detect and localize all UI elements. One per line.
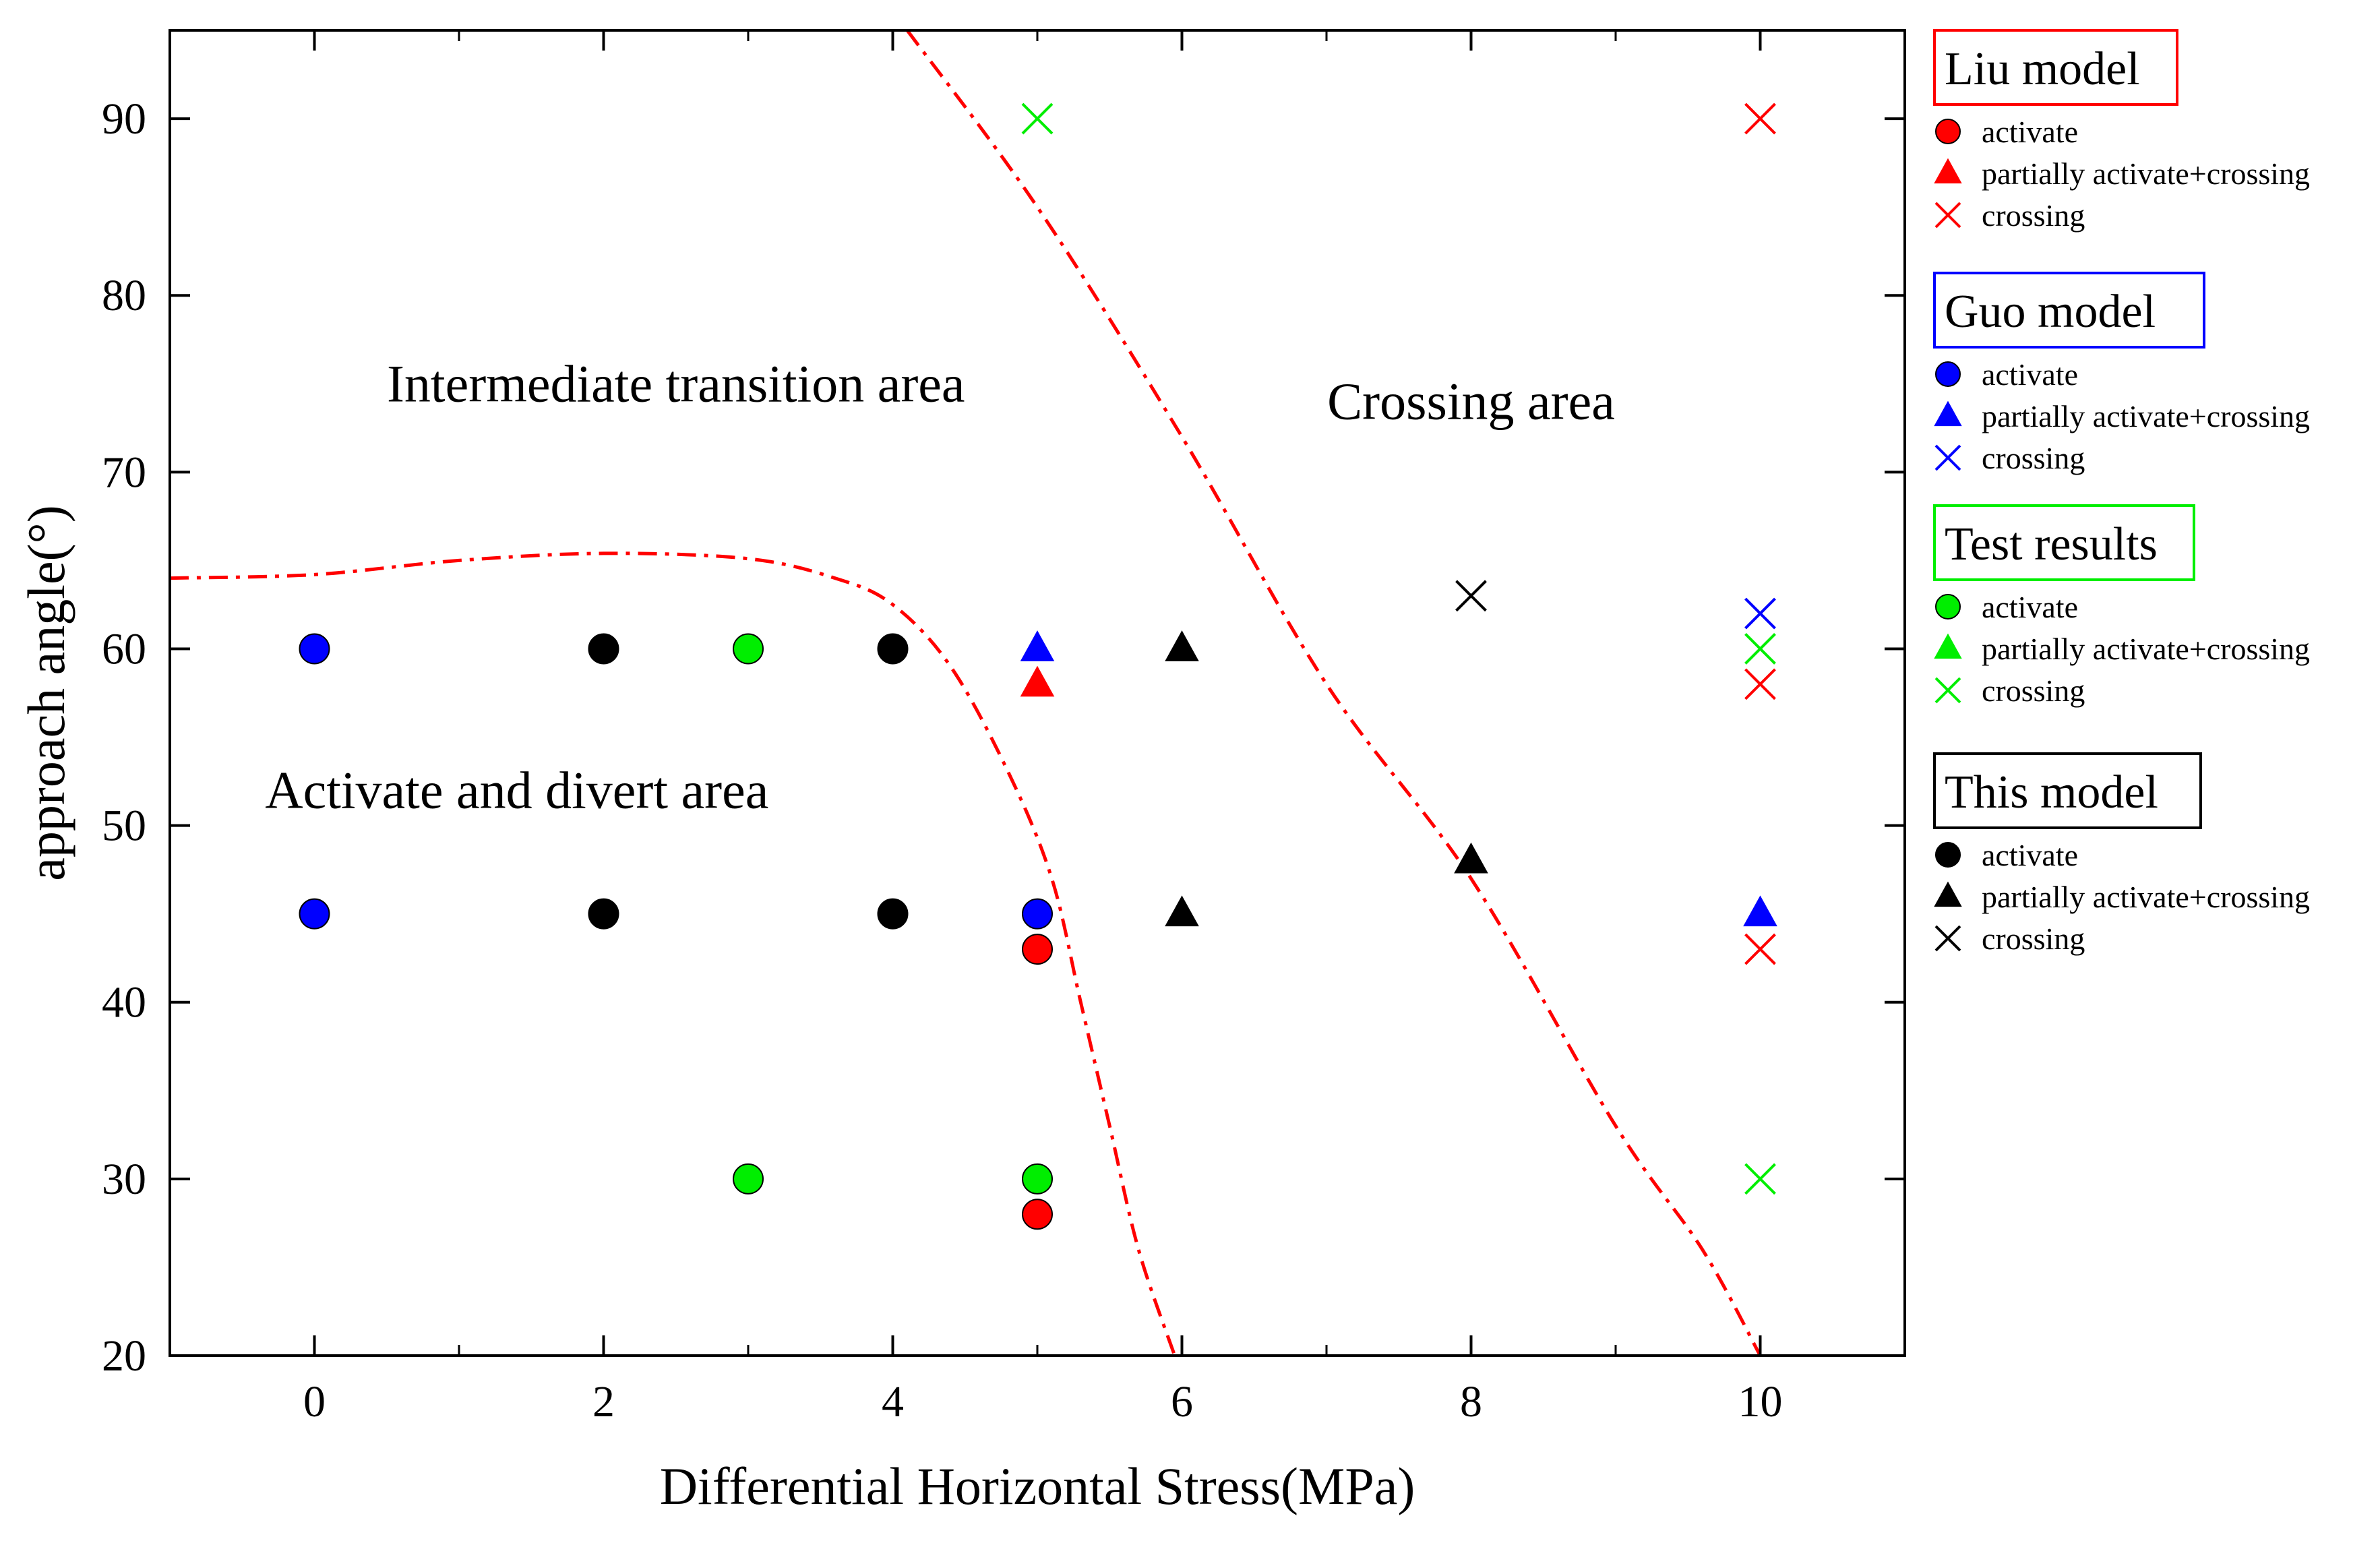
region-label: Crossing area (1327, 372, 1615, 431)
test-crossing-point (1744, 633, 1776, 665)
this-activate-point (588, 633, 619, 665)
this-partial-point (1165, 630, 1199, 661)
x-tick-label: 10 (1738, 1377, 1783, 1426)
legend-label: partially activate+crossing (1982, 156, 2310, 191)
legend-label: crossing (1982, 198, 2085, 233)
legend-label: activate (1982, 838, 2078, 872)
region-label: Activate and divert area (265, 760, 768, 819)
y-tick-label: 70 (102, 448, 146, 497)
y-tick-label: 90 (102, 94, 146, 144)
region-labels: Intermediate transition area Crossing are… (265, 354, 1615, 819)
test-activate-point (733, 633, 764, 665)
liu-activate-point (1022, 1199, 1053, 1230)
legend: Liu model activate partially activate+cros… (1933, 29, 2310, 956)
legend-label: crossing (1982, 441, 2085, 475)
legend-label: crossing (1982, 921, 2085, 956)
region-label: Intermediate transition area (387, 354, 965, 413)
legend-marker (1934, 202, 1961, 229)
legend-marker (1935, 594, 1961, 620)
axes: 0 2 4 6 8 10 20 30 40 50 60 70 80 90 (102, 30, 1905, 1426)
y-tick-label: 80 (102, 271, 146, 320)
legend-marker (1934, 633, 1962, 659)
x-tick-label: 0 (303, 1377, 326, 1426)
this-activate-point (877, 898, 909, 930)
legend-title-box (1933, 504, 2195, 581)
legend-marker (1935, 842, 1961, 868)
legend-title-box (1933, 272, 2205, 349)
liu-crossing-point (1744, 933, 1776, 965)
boundary-layer (169, 29, 1762, 1357)
legend-title-box (1933, 752, 2202, 829)
x-tick-label: 8 (1460, 1377, 1482, 1426)
legend-marker (1934, 925, 1961, 952)
guo-partial-point (1743, 895, 1777, 927)
legend-marker (1934, 400, 1962, 427)
legend-title: Test results (1945, 518, 2158, 570)
guo-partial-point (1020, 630, 1055, 661)
this-crossing-point (1455, 580, 1487, 612)
legend-title: Liu model (1945, 43, 2140, 95)
plot-frame (169, 29, 1906, 1357)
liu-crossing-point (1744, 668, 1776, 700)
boundary-curve (905, 29, 1762, 1357)
guo-activate-point (1022, 898, 1053, 930)
legend-marker (1935, 361, 1961, 387)
this-activate-point (588, 898, 619, 930)
this-partial-point (1165, 895, 1199, 927)
boundary-curve (169, 551, 1177, 1356)
test-activate-point (1022, 1163, 1053, 1195)
test-crossing-point (1021, 102, 1054, 135)
legend-marker (1934, 677, 1961, 704)
this-activate-point (877, 633, 909, 665)
legend-label: activate (1982, 590, 2078, 624)
x-tick-label: 2 (592, 1377, 615, 1426)
legend-marker (1934, 158, 1962, 184)
liu-partial-point (1020, 665, 1055, 697)
y-axis-title: approach angle(°) (17, 505, 75, 880)
y-tick-label: 20 (102, 1331, 146, 1381)
legend-label: activate (1982, 115, 2078, 149)
legend-label: activate (1982, 357, 2078, 392)
legend-title: Guo model (1945, 286, 2156, 338)
legend-label: crossing (1982, 673, 2085, 708)
x-axis-title: Differential Horizontal Stress(MPa) (660, 1457, 1415, 1515)
liu-crossing-point (1744, 102, 1776, 135)
data-points (299, 102, 1777, 1230)
guo-activate-point (299, 633, 330, 665)
legend-title-box (1933, 29, 2178, 106)
x-tick-label: 4 (882, 1377, 904, 1426)
test-crossing-point (1744, 1163, 1776, 1195)
this-partial-point (1454, 842, 1488, 874)
x-tick-label: 6 (1171, 1377, 1193, 1426)
y-tick-label: 40 (102, 978, 146, 1027)
legend-marker (1934, 881, 1962, 907)
legend-label: partially activate+crossing (1982, 880, 2310, 914)
liu-activate-point (1022, 934, 1053, 965)
guo-activate-point (299, 898, 330, 930)
legend-marker (1935, 119, 1961, 144)
legend-title: This model (1945, 766, 2158, 818)
legend-label: partially activate+crossing (1982, 632, 2310, 666)
guo-crossing-point (1744, 597, 1776, 630)
test-activate-point (733, 1163, 764, 1195)
y-tick-label: 30 (102, 1155, 146, 1204)
y-tick-label: 50 (102, 802, 146, 851)
y-tick-label: 60 (102, 624, 146, 673)
legend-marker (1934, 444, 1961, 471)
legend-label: partially activate+crossing (1982, 399, 2310, 433)
